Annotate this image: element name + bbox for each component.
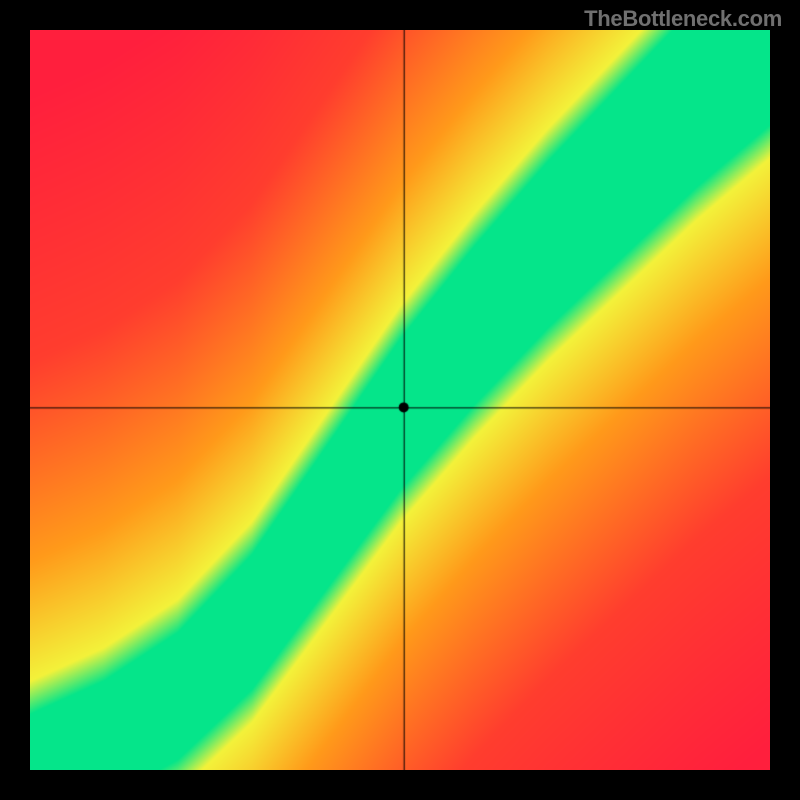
bottleneck-heatmap <box>30 30 770 770</box>
plot-frame <box>30 30 770 770</box>
watermark-text: TheBottleneck.com <box>584 6 782 32</box>
chart-container: TheBottleneck.com <box>0 0 800 800</box>
